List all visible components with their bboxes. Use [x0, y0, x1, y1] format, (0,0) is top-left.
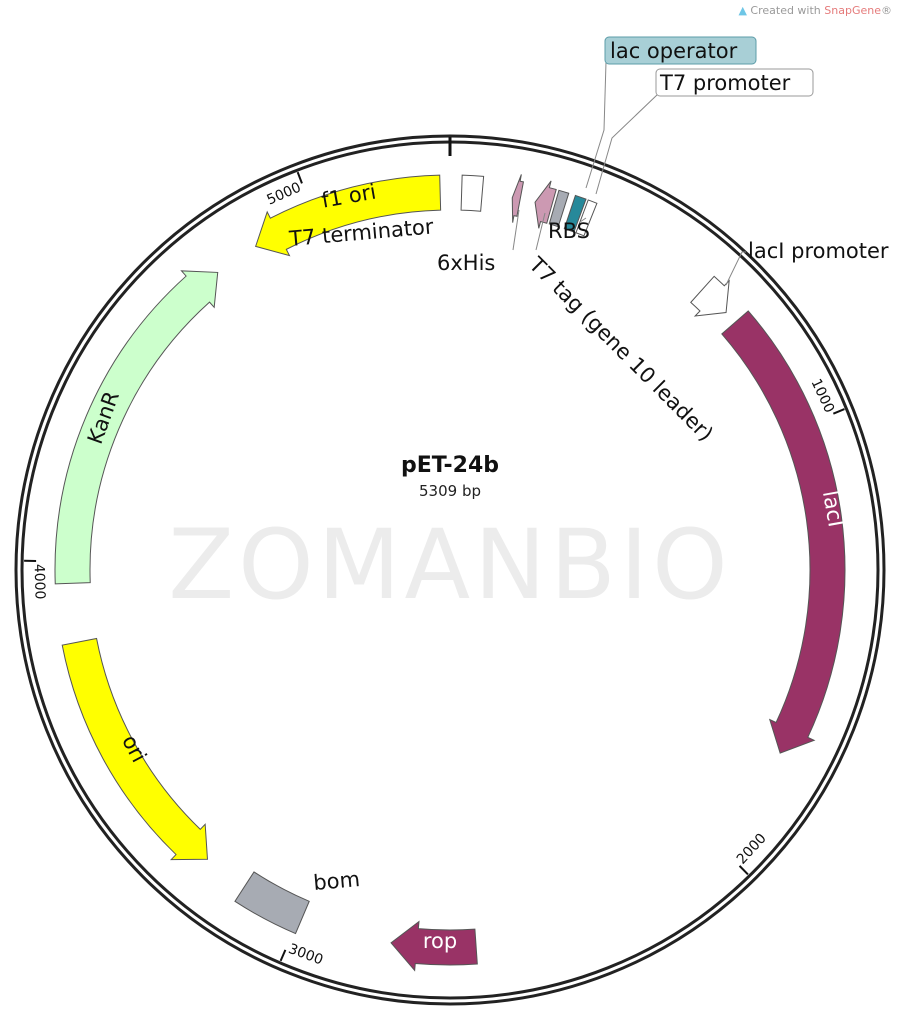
- feature-laci[interactable]: [721, 310, 846, 754]
- tick-mark: [279, 949, 287, 962]
- tick-label: 3000: [286, 941, 325, 968]
- t7-promoter-label: T7 promoter: [659, 71, 791, 95]
- laci-promoter-leader: [725, 251, 746, 286]
- tick-mark: [738, 865, 749, 876]
- lac-operator-leader: [585, 61, 607, 189]
- feature-laci-promoter[interactable]: [690, 275, 730, 317]
- feature-rbs[interactable]: [548, 189, 570, 228]
- lac-operator-callout: [604, 36, 757, 65]
- laci-promoter-label: lacI promoter: [748, 239, 889, 263]
- 6xhis-label: 6xHis: [437, 251, 495, 275]
- tick-label: 1000: [808, 376, 838, 415]
- tick-mark: [296, 171, 303, 184]
- snapgene-credit: ▲ Created with SnapGene®: [738, 4, 892, 17]
- feature-rop[interactable]: [390, 920, 478, 972]
- rop-label: rop: [423, 929, 457, 953]
- plasmid-name: pET-24b: [401, 453, 499, 478]
- rbs-label: RBS: [548, 219, 590, 243]
- watermark: ZOMANBIO: [168, 509, 731, 621]
- t7-tag-leader: [535, 212, 546, 251]
- tick-label: 4000: [31, 564, 48, 600]
- feature-6xhis[interactable]: [511, 174, 525, 223]
- feature-t7-promoter[interactable]: [575, 199, 598, 237]
- t7-tag-label: T7 tag (gene 10 leader): [524, 252, 718, 446]
- feature-lac-operator[interactable]: [563, 194, 587, 233]
- t7-promoter-callout: [655, 68, 814, 97]
- rbs-leader: [579, 217, 587, 223]
- lac-operator-label: lac operator: [610, 39, 738, 63]
- tick-label: 5000: [264, 179, 303, 208]
- feature-kanr[interactable]: [54, 270, 219, 585]
- feature-ori[interactable]: [61, 637, 209, 861]
- t7-promoter-leader: [595, 93, 659, 195]
- tick-mark: [832, 408, 845, 415]
- snapgene-logo-icon: ▲: [738, 4, 747, 17]
- plasmid-size: 5309 bp: [419, 482, 481, 500]
- feature-t7-terminator[interactable]: [460, 174, 485, 212]
- feature-t7-tag-gene-10-leader[interactable]: [534, 180, 557, 229]
- 6xhis-leader: [512, 209, 520, 251]
- backbone-outer: [14, 134, 886, 1006]
- bom-label: bom: [312, 867, 361, 895]
- feature-bom[interactable]: [234, 871, 310, 935]
- feature-f1-ori[interactable]: [254, 174, 442, 257]
